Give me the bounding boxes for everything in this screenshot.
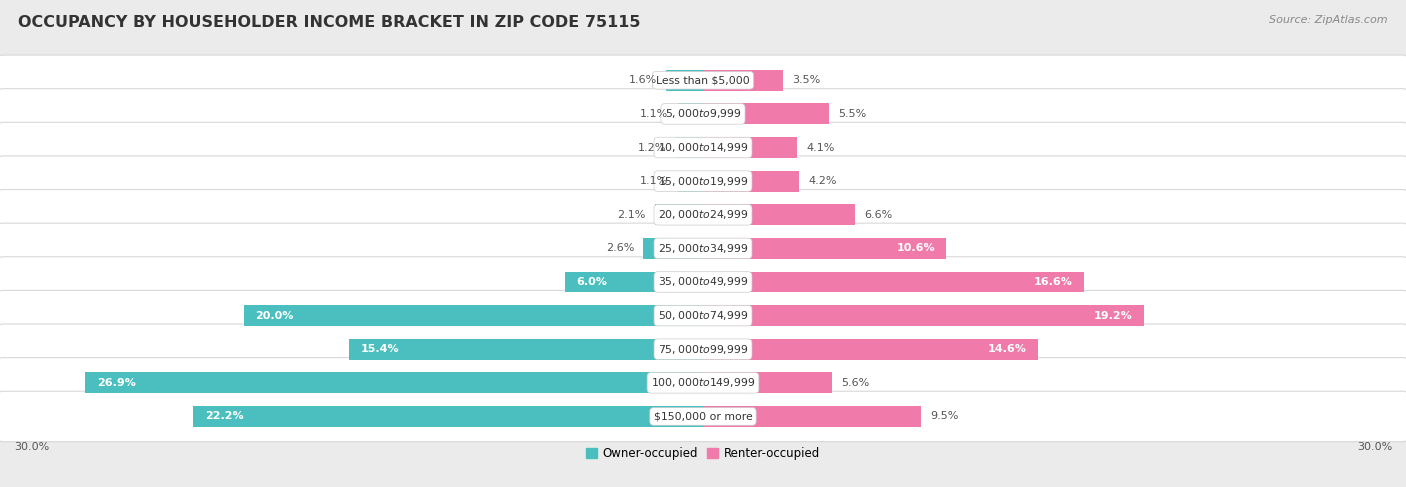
Text: 1.2%: 1.2%	[638, 143, 666, 152]
Text: 4.2%: 4.2%	[808, 176, 837, 186]
FancyBboxPatch shape	[0, 357, 1406, 408]
Text: $25,000 to $34,999: $25,000 to $34,999	[658, 242, 748, 255]
FancyBboxPatch shape	[0, 189, 1406, 240]
Bar	[678, 103, 703, 124]
Bar	[703, 238, 946, 259]
Bar	[703, 137, 797, 158]
Bar	[703, 171, 800, 191]
Text: Less than $5,000: Less than $5,000	[657, 75, 749, 85]
Bar	[666, 70, 703, 91]
Bar	[703, 272, 1084, 292]
Text: $15,000 to $19,999: $15,000 to $19,999	[658, 175, 748, 187]
FancyBboxPatch shape	[0, 290, 1406, 341]
Legend: Owner-occupied, Renter-occupied: Owner-occupied, Renter-occupied	[581, 442, 825, 465]
FancyBboxPatch shape	[0, 89, 1406, 139]
Text: 5.5%: 5.5%	[838, 109, 866, 119]
FancyBboxPatch shape	[0, 223, 1406, 274]
Bar	[644, 238, 703, 259]
Text: 2.6%: 2.6%	[606, 244, 634, 253]
Text: 30.0%: 30.0%	[14, 442, 49, 451]
Text: 14.6%: 14.6%	[988, 344, 1026, 354]
FancyBboxPatch shape	[0, 257, 1406, 307]
Text: Source: ZipAtlas.com: Source: ZipAtlas.com	[1270, 15, 1388, 25]
FancyBboxPatch shape	[0, 55, 1406, 106]
Text: OCCUPANCY BY HOUSEHOLDER INCOME BRACKET IN ZIP CODE 75115: OCCUPANCY BY HOUSEHOLDER INCOME BRACKET …	[18, 15, 641, 30]
Text: 1.1%: 1.1%	[640, 109, 669, 119]
Text: 9.5%: 9.5%	[931, 412, 959, 421]
Bar	[565, 272, 703, 292]
Text: 6.0%: 6.0%	[576, 277, 607, 287]
Bar	[86, 373, 703, 393]
FancyBboxPatch shape	[0, 122, 1406, 173]
Text: 20.0%: 20.0%	[256, 311, 294, 320]
Text: $35,000 to $49,999: $35,000 to $49,999	[658, 276, 748, 288]
Bar	[193, 406, 703, 427]
Text: 30.0%: 30.0%	[1357, 442, 1392, 451]
Bar	[243, 305, 703, 326]
Text: 5.6%: 5.6%	[841, 378, 869, 388]
Text: $20,000 to $24,999: $20,000 to $24,999	[658, 208, 748, 221]
Text: 2.1%: 2.1%	[617, 210, 645, 220]
Bar	[703, 339, 1038, 359]
Text: 1.6%: 1.6%	[628, 75, 657, 85]
Text: $50,000 to $74,999: $50,000 to $74,999	[658, 309, 748, 322]
Bar	[678, 171, 703, 191]
Bar	[655, 205, 703, 225]
Bar	[703, 70, 783, 91]
Bar	[349, 339, 703, 359]
Text: 19.2%: 19.2%	[1094, 311, 1132, 320]
Bar	[675, 137, 703, 158]
Text: 10.6%: 10.6%	[896, 244, 935, 253]
Text: 4.1%: 4.1%	[807, 143, 835, 152]
Text: $10,000 to $14,999: $10,000 to $14,999	[658, 141, 748, 154]
Text: $75,000 to $99,999: $75,000 to $99,999	[658, 343, 748, 356]
Bar	[703, 205, 855, 225]
Bar	[703, 406, 921, 427]
Text: 22.2%: 22.2%	[205, 412, 243, 421]
Bar	[703, 103, 830, 124]
Text: $5,000 to $9,999: $5,000 to $9,999	[665, 108, 741, 120]
Text: 3.5%: 3.5%	[793, 75, 821, 85]
Text: 15.4%: 15.4%	[361, 344, 399, 354]
Text: 6.6%: 6.6%	[863, 210, 891, 220]
FancyBboxPatch shape	[0, 156, 1406, 206]
Text: 26.9%: 26.9%	[97, 378, 135, 388]
Bar	[703, 305, 1144, 326]
Text: 16.6%: 16.6%	[1033, 277, 1073, 287]
FancyBboxPatch shape	[0, 391, 1406, 442]
Text: $100,000 to $149,999: $100,000 to $149,999	[651, 376, 755, 389]
Text: 1.1%: 1.1%	[640, 176, 669, 186]
FancyBboxPatch shape	[0, 324, 1406, 375]
Text: $150,000 or more: $150,000 or more	[654, 412, 752, 421]
Bar	[703, 373, 831, 393]
